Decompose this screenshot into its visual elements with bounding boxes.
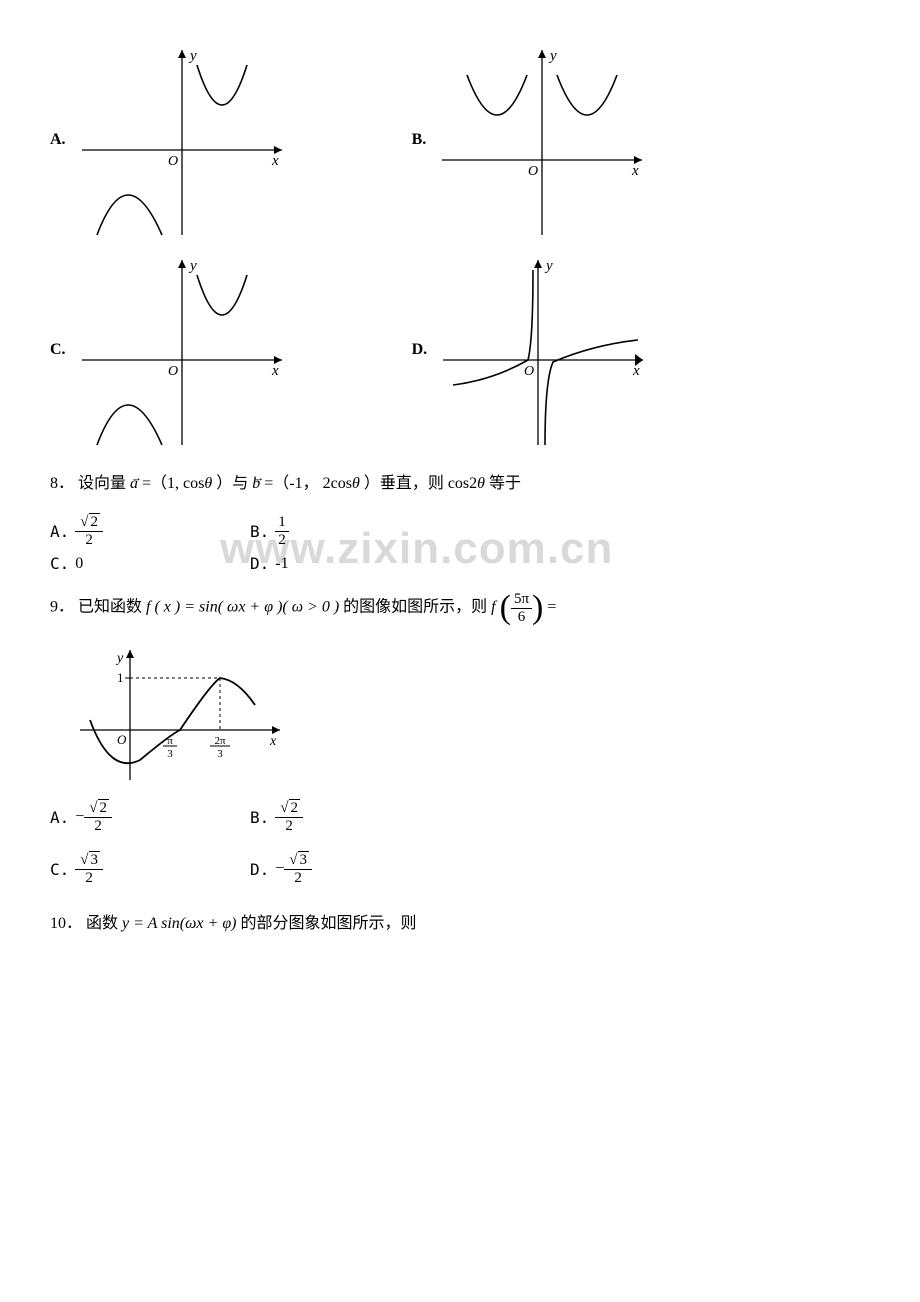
graph-a: y x O <box>72 40 292 240</box>
question-9: 9． 已知函数 f ( x ) = sin( ωx + φ )( ω > 0 )… <box>50 591 870 625</box>
q8-eq2: =（-1， 2cos <box>264 475 352 492</box>
graph-item-d: D. y x O <box>412 250 654 450</box>
q8-answer-a: A. 22 <box>50 514 250 548</box>
svg-text:y: y <box>115 651 124 666</box>
q9-f: f <box>491 599 495 616</box>
q9-arg: ( 5π6 ) <box>500 591 544 625</box>
q8-vector-b: →b <box>252 475 260 492</box>
svg-text:x: x <box>269 734 277 749</box>
graph-label-b: B. <box>412 131 427 149</box>
q8-eq1: =（1, cos <box>142 475 204 492</box>
svg-text:O: O <box>524 364 534 379</box>
q9-prefix: 已知函数 <box>78 599 146 616</box>
q9-row-ab: A. − 22 B. 22 <box>50 800 870 834</box>
q9-row-cd: C. 32 D. − 32 <box>50 852 870 886</box>
graph-label-a: A. <box>50 131 66 149</box>
q8-answer-d: D. -1 <box>250 554 450 573</box>
svg-text:O: O <box>168 364 178 379</box>
q10-number: 10． <box>50 915 82 932</box>
q10-func: y = A sin(ωx + φ) <box>122 915 236 932</box>
svg-text:O: O <box>117 732 127 747</box>
q8-mid: ）与 <box>216 475 248 492</box>
q9-mid: 的图像如图所示，则 <box>343 599 491 616</box>
q8-answer-c: C. 0 <box>50 554 250 573</box>
svg-text:3: 3 <box>167 748 173 760</box>
graph-b: y x O <box>432 40 652 240</box>
graph-label-c: C. <box>50 341 66 359</box>
graph-item-c: C. y x O <box>50 250 292 450</box>
q9-answer-d: D. − 32 <box>250 852 450 886</box>
graph-row-cd: C. y x O D. y x O <box>50 250 870 450</box>
q10-prefix: 函数 <box>86 915 122 932</box>
svg-text:x: x <box>271 153 279 169</box>
q9-number: 9． <box>50 599 74 616</box>
q9-answer-c: C. 32 <box>50 852 250 886</box>
graph-label-d: D. <box>412 341 428 359</box>
svg-text:y: y <box>188 48 197 64</box>
q10-tail: 的部分图象如图所示，则 <box>241 915 417 932</box>
svg-text:O: O <box>168 154 178 169</box>
q8-end: ）垂直，则 cos2 <box>364 475 477 492</box>
graph-row-ab: A. y x O B. y x O <box>50 40 870 240</box>
graph-item-a: A. y x O <box>50 40 292 240</box>
svg-text:1: 1 <box>117 670 124 685</box>
svg-text:2π: 2π <box>214 735 226 747</box>
q9-graph-wrap: y x O 1 π 3 2π 3 <box>70 640 870 790</box>
q9-graph: y x O 1 π 3 2π 3 <box>70 640 290 790</box>
graph-d: y x O <box>433 250 653 450</box>
q8-number: 8． <box>50 475 74 492</box>
svg-text:x: x <box>271 363 279 379</box>
svg-text:y: y <box>188 258 197 274</box>
q9-answer-a: A. − 22 <box>50 800 250 834</box>
graph-c: y x O <box>72 250 292 450</box>
graph-item-b: B. y x O <box>412 40 653 240</box>
q8-answer-b: B. 12 <box>250 514 450 548</box>
question-8: 8． 设向量 →a =（1, cosθ ）与 →b =（-1， 2cosθ ）垂… <box>50 468 870 500</box>
q8-prefix: 设向量 <box>78 475 126 492</box>
q9-answer-b: B. 22 <box>250 800 450 834</box>
svg-text:O: O <box>528 164 538 179</box>
svg-text:x: x <box>632 363 640 379</box>
q8-vector-a: →a <box>130 475 138 492</box>
q9-func: f ( x ) = sin( ωx + φ )( ω > 0 ) <box>146 599 339 616</box>
svg-text:y: y <box>544 258 553 274</box>
q8-row-ab: A. 22 B. 12 <box>50 514 870 548</box>
q9-tail: = <box>547 599 556 616</box>
q8-row-cd: C. 0 D. -1 <box>50 554 870 573</box>
question-10: 10． 函数 y = A sin(ωx + φ) 的部分图象如图所示，则 <box>50 908 870 940</box>
svg-text:y: y <box>548 48 557 64</box>
svg-text:3: 3 <box>217 748 223 760</box>
svg-text:π: π <box>167 735 173 747</box>
q8-tail: 等于 <box>489 475 521 492</box>
svg-text:x: x <box>631 163 639 179</box>
